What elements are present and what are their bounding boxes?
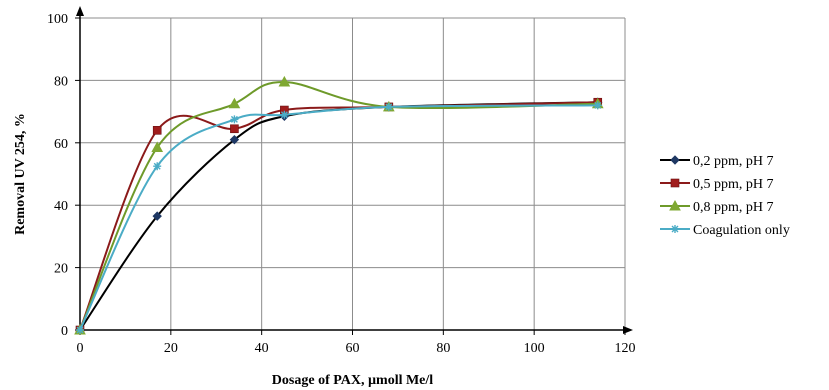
legend-marker-icon	[670, 155, 680, 165]
data-point	[153, 162, 162, 171]
x-tick-label: 0	[77, 341, 84, 356]
legend-item: Coagulation only	[660, 223, 790, 238]
series-4	[76, 101, 602, 334]
x-tick-label: 40	[255, 341, 269, 356]
grid-lines	[80, 17, 626, 330]
legend-label: 0,5 ppm, pH 7	[693, 177, 774, 192]
data-point	[230, 124, 239, 134]
data-point	[229, 134, 240, 145]
legend-item: 0,2 ppm, pH 7	[660, 154, 774, 169]
data-point	[278, 75, 291, 87]
legend: 0,2 ppm, pH 7 0,5 ppm, pH 7 0,8 ppm, pH 7 C…	[660, 154, 790, 238]
x-tick-label: 100	[524, 341, 545, 356]
data-point	[152, 126, 162, 135]
data-point	[230, 115, 239, 124]
axes	[75, 6, 633, 335]
data-point	[593, 101, 602, 110]
legend-label: 0,8 ppm, pH 7	[693, 200, 774, 215]
data-point	[384, 102, 393, 111]
x-tick-label: 120	[615, 341, 636, 356]
legend-marker-icon	[671, 225, 679, 233]
series-line	[79, 104, 598, 331]
data-point	[151, 141, 164, 152]
legend-item: 0,8 ppm, pH 7	[660, 199, 774, 215]
y-axis-title: Removal UV 254, %	[13, 113, 28, 235]
y-axis-arrow-icon	[76, 6, 84, 16]
legend-label: 0,2 ppm, pH 7	[693, 154, 774, 169]
x-axis-title: Dosage of PAX, µmoll Me/l	[272, 373, 433, 388]
legend-marker-icon	[670, 178, 680, 188]
legend-item: 0,5 ppm, pH 7	[660, 177, 774, 192]
series-layer	[74, 75, 604, 335]
x-tick-label: 60	[346, 341, 360, 356]
y-tick-label: 60	[54, 137, 68, 152]
legend-marker-icon	[669, 199, 681, 211]
legend-label: Coagulation only	[693, 223, 790, 238]
y-tick-label: 100	[47, 12, 68, 27]
data-point	[228, 97, 241, 109]
y-tick-label: 0	[61, 324, 68, 339]
data-point	[152, 211, 162, 221]
x-tick-label: 80	[436, 341, 450, 356]
data-point	[280, 110, 289, 119]
y-tick-label: 20	[54, 262, 68, 277]
series-line	[79, 80, 598, 331]
tick-labels: 0 20 40 60 80 100 120 0 20 40 60 80 100	[47, 12, 636, 356]
data-point	[76, 326, 84, 334]
x-tick-label: 20	[164, 341, 178, 356]
y-tick-label: 80	[54, 74, 68, 89]
y-tick-label: 40	[54, 199, 68, 214]
